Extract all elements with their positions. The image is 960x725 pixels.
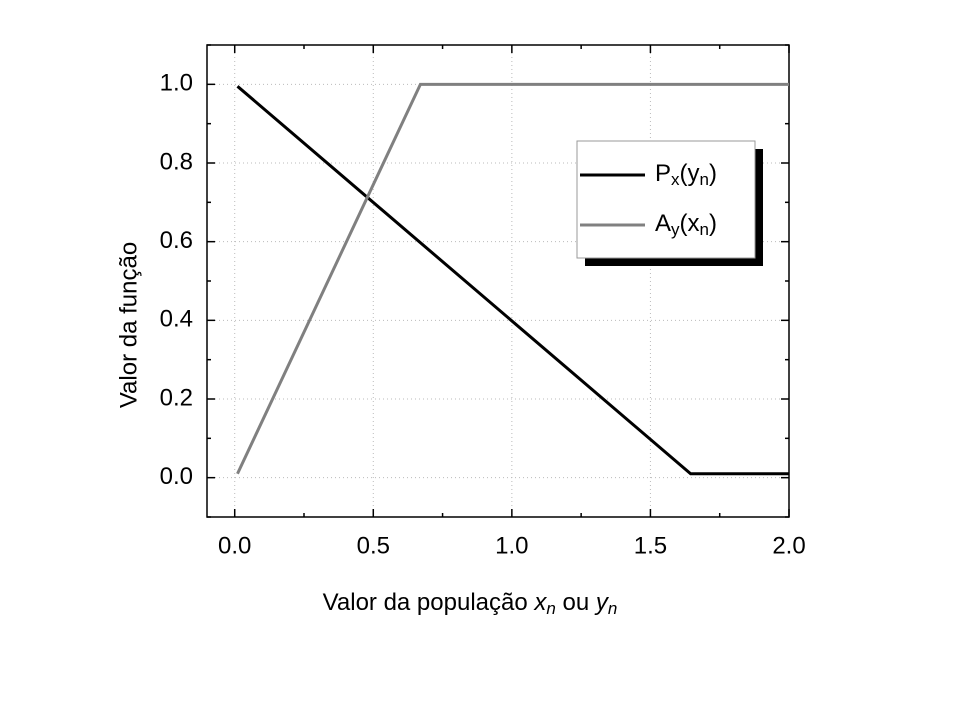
text-part: n [608, 599, 617, 618]
text-part: n [700, 220, 709, 239]
text-part: y [671, 220, 680, 239]
x-tick-label: 1.0 [495, 532, 528, 559]
legend-box [576, 140, 756, 259]
text-part: P [655, 160, 671, 187]
text-part: n [546, 599, 555, 618]
text-part: Valor da população [323, 589, 535, 616]
y-tick-label: 0.0 [160, 463, 193, 490]
text-part: y [594, 589, 610, 616]
series-line [236, 82, 789, 475]
y-tick-label: 1.0 [160, 70, 193, 97]
text-part: x [671, 170, 680, 189]
text-part: x [533, 589, 547, 616]
legend-label: Ay(xn) [655, 210, 717, 238]
legend-label: Px(yn) [655, 160, 717, 188]
text-part: ) [709, 210, 717, 237]
text-part: ou [556, 589, 596, 616]
x-axis-label: Valor da população xn ou yn [323, 589, 618, 617]
x-tick-label: 2.0 [772, 532, 805, 559]
text-part: A [655, 210, 671, 237]
y-tick-label: 0.6 [160, 227, 193, 254]
text-part: (y [680, 160, 700, 187]
x-tick-label: 0.0 [218, 532, 251, 559]
plot-frame [206, 44, 790, 518]
y-tick-label: 0.8 [160, 148, 193, 175]
x-tick-label: 0.5 [357, 532, 390, 559]
text-part: (x [680, 210, 700, 237]
text-part: ) [709, 160, 717, 187]
series-line [236, 85, 789, 476]
y-tick-label: 0.4 [160, 306, 193, 333]
y-tick-label: 0.2 [160, 384, 193, 411]
x-tick-label: 1.5 [634, 532, 667, 559]
text-part: n [700, 170, 709, 189]
y-axis-label: Valor da função [115, 242, 142, 408]
